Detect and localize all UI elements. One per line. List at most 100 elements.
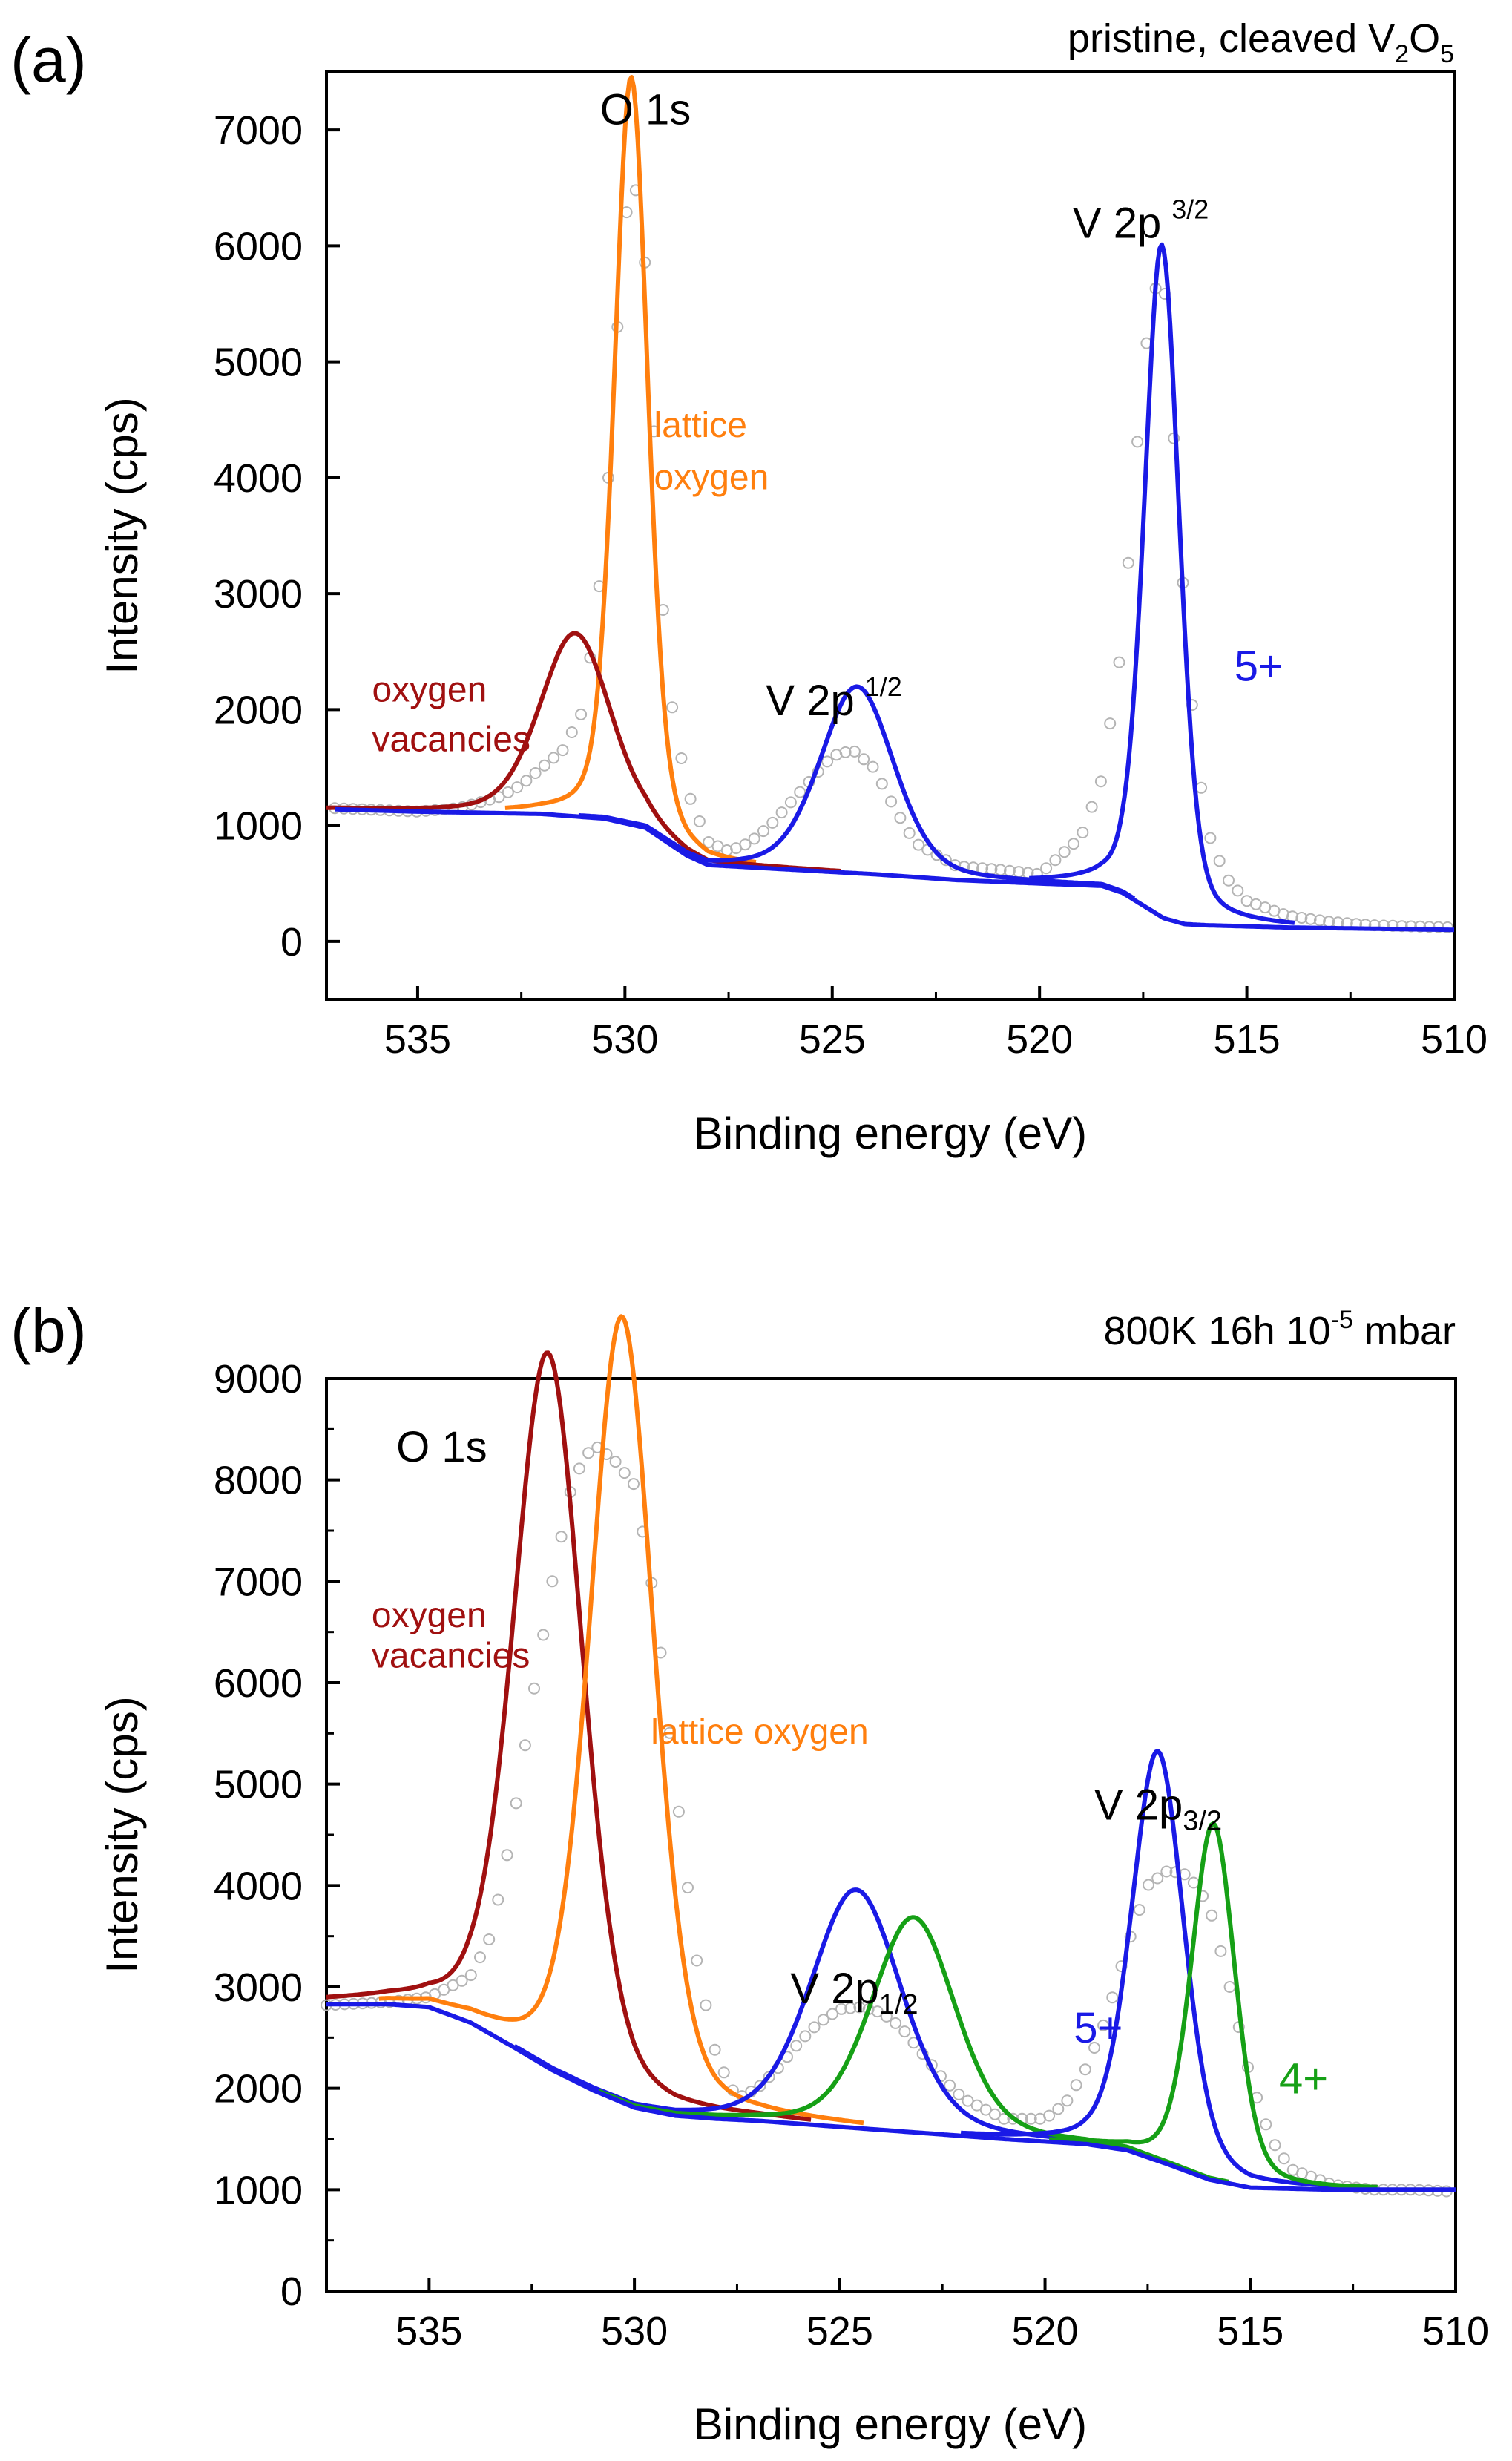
b-data-point bbox=[979, 2103, 992, 2116]
a-data-point bbox=[565, 726, 578, 738]
a-data-point bbox=[1040, 862, 1053, 875]
b-data-point bbox=[998, 2112, 1010, 2125]
b-annotation-text: 4+ bbox=[1279, 2055, 1328, 2103]
b-y-tick-label: 1000 bbox=[214, 2168, 303, 2212]
a-y-tick-label: 4000 bbox=[214, 456, 303, 501]
a-y-tick-label: 2000 bbox=[214, 688, 303, 732]
a-data-point bbox=[867, 760, 879, 773]
b-data-point bbox=[799, 2030, 812, 2043]
a-data-point bbox=[520, 775, 533, 787]
a-y-tick-label: 5000 bbox=[214, 341, 303, 385]
b-data-point bbox=[1088, 2042, 1100, 2054]
a-data-point bbox=[1223, 874, 1235, 887]
b-data-point bbox=[790, 2040, 803, 2052]
b-data-point bbox=[528, 1682, 540, 1695]
a-data-point bbox=[775, 806, 788, 819]
b-y-tick-label: 0 bbox=[280, 2270, 303, 2314]
b-data-point bbox=[519, 1739, 531, 1752]
a-data-point bbox=[1094, 775, 1107, 788]
b-data-point bbox=[871, 2005, 884, 2018]
a-data-point bbox=[1077, 827, 1089, 838]
a-data-point bbox=[1131, 436, 1144, 448]
b-component-lattice-oxygen bbox=[378, 1314, 864, 2126]
a-data-point bbox=[493, 791, 505, 804]
b-data-point bbox=[464, 1969, 477, 1982]
b-background-line bbox=[326, 2002, 1456, 2192]
a-data-point bbox=[1104, 717, 1117, 730]
a-annotation-text: V 2p bbox=[766, 677, 854, 725]
panel-a-title-sub1: 2 bbox=[1395, 40, 1409, 68]
panel-b-title-sup: -5 bbox=[1331, 1306, 1353, 1334]
a-data-point bbox=[675, 752, 688, 764]
b-x-tick-label: 535 bbox=[395, 2309, 462, 2353]
a-data-point bbox=[502, 786, 514, 798]
b-data-point bbox=[663, 1726, 676, 1739]
a-y-tick-label: 1000 bbox=[214, 804, 303, 849]
b-data-point bbox=[1007, 2112, 1019, 2125]
a-data-point bbox=[821, 755, 834, 768]
a-x-tick-label: 535 bbox=[384, 1017, 451, 1062]
a-data-point bbox=[1204, 832, 1217, 844]
panel-b-title: 800K 16h 10-5 mbar bbox=[1103, 1306, 1456, 1353]
a-annotation-text: oxygen bbox=[372, 670, 487, 709]
a-component-v-2p-1-2-5- bbox=[578, 684, 1136, 901]
a-x-tick-label: 530 bbox=[591, 1017, 658, 1062]
a-data-point bbox=[1423, 921, 1436, 933]
b-data-point bbox=[1079, 2063, 1091, 2076]
a-data-point bbox=[1213, 855, 1226, 867]
a-component-v-2p-3-2-5- bbox=[1029, 242, 1295, 925]
b-data-point bbox=[537, 1629, 550, 1641]
b-data-point bbox=[880, 2010, 893, 2023]
a-data-point bbox=[684, 792, 697, 805]
a-annotation-text: lattice bbox=[654, 406, 747, 445]
a-data-point bbox=[784, 796, 797, 809]
b-y-tick-label: 3000 bbox=[214, 1965, 303, 2010]
a-data-point bbox=[894, 812, 907, 824]
b-data-point bbox=[501, 1849, 513, 1862]
b-data-point bbox=[953, 2088, 965, 2100]
b-data-point bbox=[1061, 2094, 1074, 2107]
b-y-tick-label: 6000 bbox=[214, 1661, 303, 1706]
a-data-point bbox=[1113, 656, 1125, 668]
b-annotation: 4+ bbox=[1279, 2055, 1328, 2103]
panel-b-x-axis-label: Binding energy (eV) bbox=[694, 2399, 1087, 2449]
a-data-point bbox=[875, 778, 888, 790]
a-data-point bbox=[1122, 556, 1134, 569]
panel-a-y-axis-label: Intensity (cps) bbox=[97, 397, 147, 674]
b-annotation-sub: 1/2 bbox=[879, 1989, 918, 2020]
b-annotation-text: oxygen bbox=[372, 1596, 487, 1635]
panel-b-label: (b) bbox=[10, 1295, 87, 1365]
a-annotation: oxygen bbox=[372, 670, 487, 709]
b-data-point bbox=[835, 2002, 847, 2015]
a-data-point bbox=[858, 753, 870, 766]
panel-a-label: (a) bbox=[10, 25, 87, 95]
b-data-point bbox=[1025, 2112, 1037, 2125]
b-data-point bbox=[555, 1531, 568, 1543]
panel-a-x-axis-label: Binding energy (eV) bbox=[694, 1108, 1087, 1158]
a-annotation-sup: 1/2 bbox=[865, 671, 902, 702]
b-annotation-text: vacancies bbox=[372, 1637, 530, 1676]
b-data-point bbox=[691, 1954, 703, 1967]
a-y-tick-label: 0 bbox=[280, 920, 303, 965]
a-data-point bbox=[903, 827, 916, 839]
b-data-point bbox=[1151, 1872, 1164, 1885]
panel-b-curves bbox=[321, 1314, 1456, 2198]
b-x-tick-label: 510 bbox=[1422, 2309, 1489, 2353]
a-annotation-text: oxygen bbox=[654, 459, 769, 498]
b-y-tick-label: 9000 bbox=[214, 1357, 303, 1402]
b-y-tick-label: 8000 bbox=[214, 1459, 303, 1503]
b-annotation-text: O 1s bbox=[396, 1423, 487, 1471]
b-annotation: oxygen bbox=[372, 1596, 487, 1635]
b-y-tick-label: 4000 bbox=[214, 1864, 303, 1908]
b-data-point bbox=[1133, 1904, 1145, 1916]
a-annotation: lattice bbox=[654, 406, 747, 445]
panel-b-ticks: 535 530 525 520 515 510 0 1000 2000 3000 4000 5000 6… bbox=[214, 1357, 1489, 2353]
panel-a-title-sub2: 5 bbox=[1440, 40, 1454, 68]
b-data-point bbox=[1160, 1865, 1173, 1878]
a-data-point bbox=[1304, 913, 1317, 925]
b-annotation-text: lattice oxygen bbox=[651, 1712, 869, 1752]
a-data-point bbox=[839, 746, 852, 758]
a-y-tick-label: 7000 bbox=[214, 108, 303, 153]
